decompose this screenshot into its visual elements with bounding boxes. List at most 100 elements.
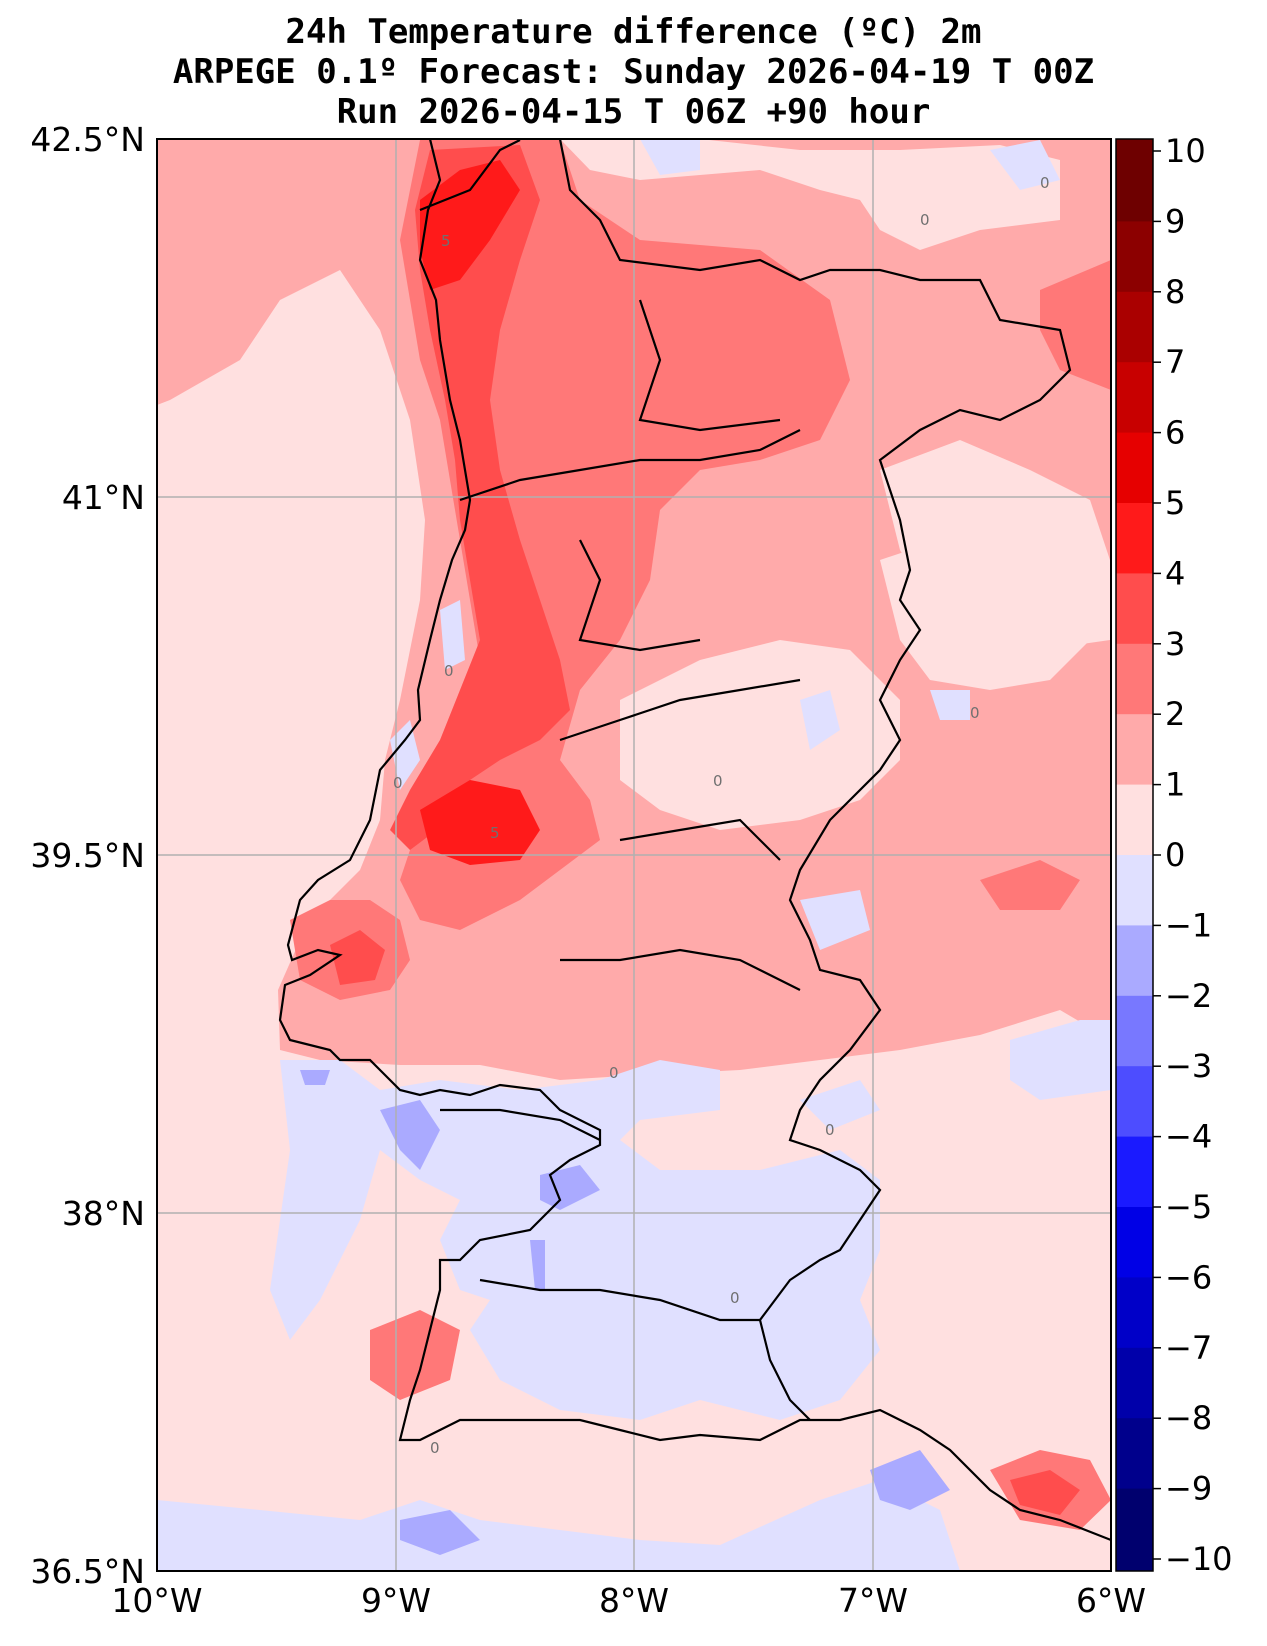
field-band-neg-0-1-e	[1010, 1020, 1111, 1100]
coastline-and-borders	[278, 139, 1111, 1542]
colorbar-band	[1116, 362, 1153, 434]
field-band-neg-1-2-d	[400, 1510, 480, 1555]
contour-label: 0	[730, 1289, 740, 1307]
colorbar-band	[1116, 1207, 1153, 1278]
contour-label: 5	[490, 824, 500, 842]
field-band-neg-0-1-se	[800, 1080, 880, 1130]
field-band-neg-1-2-a	[380, 1100, 440, 1170]
colorbar-extension-top	[1116, 139, 1153, 151]
field-band-3-4-se	[1010, 1470, 1080, 1515]
colorbar-band	[1116, 573, 1153, 645]
field-band-4-5-central	[420, 780, 540, 865]
field-band-2-3-s	[370, 1310, 460, 1400]
colorbar-label: 0	[1165, 836, 1185, 874]
colorbar-band	[1116, 1277, 1153, 1349]
gridlines	[157, 139, 1111, 1571]
border-district-2	[559, 678, 801, 742]
field-band-3-4-sw	[330, 930, 385, 985]
colorbar-label: −8	[1165, 1399, 1212, 1437]
colorbar-band	[1116, 503, 1153, 574]
lat-tick: 36.5°N	[30, 1552, 145, 1591]
colorbar-band	[1116, 1488, 1153, 1560]
field-band-2-3-ne	[1040, 260, 1111, 390]
contour-label: 0	[1040, 174, 1050, 192]
colorbar-label: −4	[1165, 1118, 1212, 1156]
colorbar-label: 9	[1165, 202, 1185, 240]
colorbar-label: −7	[1165, 1329, 1212, 1367]
map-frame	[156, 138, 1112, 1572]
field-band-neg-0-1-e2	[800, 890, 870, 950]
colorbar-label: −1	[1165, 906, 1212, 944]
contour-labels: 5 5 0 0 0 0 0 0 0 0 0 0	[393, 174, 1050, 1457]
contour-label: 0	[393, 774, 403, 792]
contour-label: 0	[920, 211, 930, 229]
contour-label: 0	[970, 704, 980, 722]
border-district-8	[619, 818, 781, 861]
contour-label: 0	[609, 1064, 619, 1082]
colorbar-band	[1116, 432, 1153, 504]
colorbar-band	[1116, 291, 1153, 363]
field-band-neg-0-1-c	[800, 690, 840, 750]
border-spain-east	[558, 139, 1072, 1421]
colorbar-band	[1116, 714, 1153, 786]
contour-label: 0	[430, 1439, 440, 1457]
field-band-neg-0-1-ne2	[990, 140, 1060, 190]
coastline-west	[278, 139, 1111, 1542]
colorbar-band	[1116, 995, 1153, 1067]
colorbar-frame	[1115, 138, 1154, 1572]
colorbar-label: −6	[1165, 1258, 1212, 1296]
field-band-neg-1-2-b	[540, 1165, 600, 1210]
colorbar-label: 10	[1165, 132, 1206, 170]
colorbar-band	[1116, 1136, 1153, 1208]
colorbar-label: −9	[1165, 1470, 1212, 1508]
field-band-neg-0-1-w2	[440, 600, 465, 670]
colorbar-band	[1116, 643, 1153, 715]
lat-tick: 42.5°N	[30, 120, 145, 159]
colorbar-label: 8	[1165, 273, 1185, 311]
colorbar-label: 6	[1165, 414, 1185, 452]
border-district-1	[459, 429, 801, 502]
lon-tick: 7°W	[838, 1581, 908, 1620]
contour-label: 0	[825, 1121, 835, 1139]
field-band-4-5-north	[420, 160, 520, 290]
border-district-6	[638, 299, 781, 432]
field-band-neg-0-1-sw	[157, 1480, 960, 1571]
border-district-7	[578, 539, 701, 652]
colorbar-band	[1116, 925, 1153, 997]
lat-tick: 38°N	[62, 1194, 145, 1233]
colorbar-label: 7	[1165, 343, 1185, 381]
colorbar-band	[1116, 1418, 1153, 1490]
lon-tick: 9°W	[361, 1581, 431, 1620]
colorbar-label: 3	[1165, 625, 1185, 663]
colorbar-band	[1116, 221, 1153, 293]
lon-tick: 8°W	[599, 1581, 669, 1620]
border-district-4	[440, 1108, 601, 1141]
map-title-line-2: ARPEGE 0.1º Forecast: Sunday 2026-04-19 …	[172, 52, 1095, 92]
border-district-3	[560, 948, 801, 991]
contour-label: 5	[441, 232, 451, 250]
colorbar-band	[1116, 1347, 1153, 1419]
field-band-neg-0-1-ne	[640, 139, 700, 175]
latitude-tick-labels: 42.5°N 41°N 39.5°N 38°N 36.5°N	[30, 120, 145, 1591]
colorbar-band	[1116, 855, 1153, 926]
field-band-0-1-east	[620, 640, 900, 830]
field-band-neg-0-1-c2	[930, 690, 970, 720]
contour-label: 0	[444, 662, 454, 680]
map-title-line-1: 24h Temperature difference (ºC) 2m	[285, 12, 982, 52]
field-band-neg-0-1-w	[390, 720, 420, 790]
colorbar-label: 5	[1165, 484, 1185, 522]
colorbar-label: 4	[1165, 554, 1185, 592]
colorbar-label: −10	[1165, 1540, 1233, 1578]
field-band-neg-1-2-c	[870, 1450, 950, 1510]
contour-label: 0	[713, 772, 723, 790]
colorbar-band	[1116, 1066, 1153, 1138]
colorbar-label: 2	[1165, 695, 1185, 733]
lon-tick: 6°W	[1076, 1581, 1146, 1620]
colorbar-label: −5	[1165, 1188, 1212, 1226]
border-district-5	[479, 1278, 760, 1322]
lon-tick: 10°W	[111, 1581, 202, 1620]
longitude-tick-labels: 10°W 9°W 8°W 7°W 6°W	[111, 1581, 1146, 1620]
border-spain-north	[419, 139, 521, 212]
